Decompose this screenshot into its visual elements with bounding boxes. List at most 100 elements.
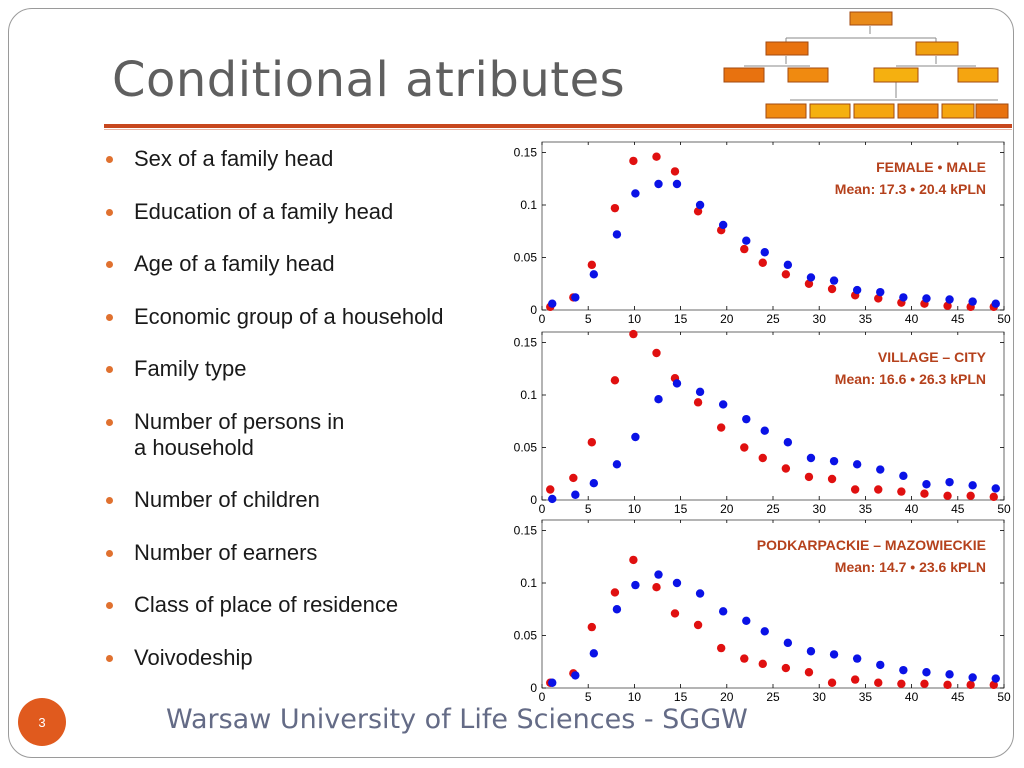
blue-data-point: [631, 580, 640, 590]
blue-data-point: [806, 273, 816, 282]
y-tick-label: 0: [530, 303, 537, 317]
bullet-text: Age of a family head: [134, 251, 335, 276]
list-item: Number of persons in a household: [104, 409, 504, 461]
red-data-point: [587, 260, 597, 270]
red-data-point: [610, 588, 620, 597]
blue-data-point: [991, 299, 1000, 308]
blue-data-point: [548, 494, 557, 504]
blue-data-point: [829, 650, 839, 659]
x-tick-label: 15: [674, 690, 688, 704]
red-data-point: [693, 620, 703, 630]
blue-data-point: [589, 270, 599, 279]
x-tick-label: 40: [905, 312, 919, 326]
red-data-point: [652, 348, 661, 358]
blue-data-point: [672, 578, 682, 588]
bullet-text: Education of a family head: [134, 198, 394, 224]
chart-annotation-means: Mean: 14.7 • 23.6 kPLN: [835, 559, 986, 575]
x-tick-label: 15: [674, 312, 688, 326]
bullet-icon: [106, 549, 113, 557]
y-tick-label: 0.05: [514, 629, 538, 643]
x-tick-label: 5: [585, 312, 592, 326]
y-tick-label: 0.1: [520, 198, 537, 212]
red-data-point: [897, 679, 906, 688]
bullet-text: Number of children: [134, 487, 320, 512]
chart-annotation-groups: VILLAGE – CITY: [878, 349, 987, 365]
bullet-text: Voivodeship: [134, 644, 253, 670]
y-tick-label: 0: [530, 681, 537, 695]
red-data-point: [587, 438, 597, 447]
red-data-point: [610, 376, 620, 385]
list-item: Number of earners: [104, 540, 504, 566]
blue-data-point: [945, 670, 954, 679]
list-item: Sex of a family head: [104, 146, 504, 172]
blue-data-point: [876, 465, 885, 474]
red-data-point: [652, 152, 661, 161]
blue-data-point: [760, 248, 769, 257]
list-item: Voivodeship: [104, 645, 504, 671]
red-data-point: [569, 473, 578, 483]
x-tick-label: 20: [720, 502, 734, 516]
x-tick-label: 0: [539, 690, 546, 704]
blue-data-point: [922, 294, 931, 303]
blue-data-point: [876, 660, 885, 670]
blue-data-point: [571, 671, 580, 680]
red-data-point: [827, 474, 837, 484]
blue-data-point: [899, 471, 908, 481]
y-tick-label: 0.1: [520, 576, 537, 590]
footer-text: Warsaw University of Life Sciences - SGG…: [166, 704, 748, 735]
x-tick-label: 20: [720, 690, 734, 704]
x-tick-label: 30: [813, 690, 827, 704]
blue-data-point: [589, 479, 599, 488]
attribute-list: Sex of a family head Education of a fami…: [104, 146, 504, 697]
blue-data-point: [742, 616, 751, 625]
x-tick-label: 40: [905, 502, 919, 516]
red-data-point: [629, 555, 638, 565]
bullet-icon: [106, 602, 113, 609]
bullet-text: Economic group of a household: [134, 303, 444, 329]
list-item: Number of children: [104, 487, 504, 513]
blue-data-point: [612, 230, 622, 239]
red-data-point: [716, 423, 726, 432]
blue-data-point: [612, 460, 622, 469]
blue-data-point: [852, 460, 862, 469]
x-tick-label: 0: [539, 312, 546, 326]
bullet-icon: [106, 313, 113, 321]
x-tick-label: 10: [628, 502, 642, 516]
blue-data-point: [922, 480, 931, 489]
red-data-point: [943, 301, 952, 310]
red-data-point: [989, 492, 998, 502]
red-data-point: [804, 472, 814, 482]
blue-data-point: [945, 295, 954, 304]
slide-frame: [8, 8, 1014, 758]
blue-data-point: [829, 276, 839, 285]
red-data-point: [920, 489, 929, 498]
y-tick-label: 0.15: [514, 336, 538, 350]
blue-data-point: [742, 236, 751, 245]
red-data-point: [827, 284, 837, 294]
red-data-point: [781, 663, 791, 673]
x-tick-label: 20: [720, 312, 734, 326]
blue-data-point: [571, 293, 580, 302]
red-data-point: [758, 453, 767, 463]
bullet-icon: [106, 418, 113, 426]
red-data-point: [966, 491, 975, 500]
chart-annotation-means: Mean: 16.6 • 26.3 kPLN: [835, 371, 986, 387]
red-data-point: [781, 464, 791, 473]
x-tick-label: 35: [859, 312, 873, 326]
y-tick-label: 0: [530, 493, 537, 507]
title-underline: [104, 124, 1012, 128]
blue-data-point: [922, 668, 931, 677]
x-tick-label: 50: [997, 502, 1011, 516]
red-data-point: [874, 678, 883, 687]
x-tick-label: 0: [539, 502, 546, 516]
blue-data-point: [991, 674, 1000, 683]
red-data-point: [670, 609, 680, 618]
red-data-point: [804, 668, 814, 677]
list-item: Family type: [104, 356, 504, 382]
red-data-point: [610, 203, 620, 213]
blue-data-point: [806, 647, 816, 656]
blue-data-point: [631, 432, 640, 442]
blue-data-point: [760, 426, 769, 435]
bullet-icon: [106, 208, 113, 216]
